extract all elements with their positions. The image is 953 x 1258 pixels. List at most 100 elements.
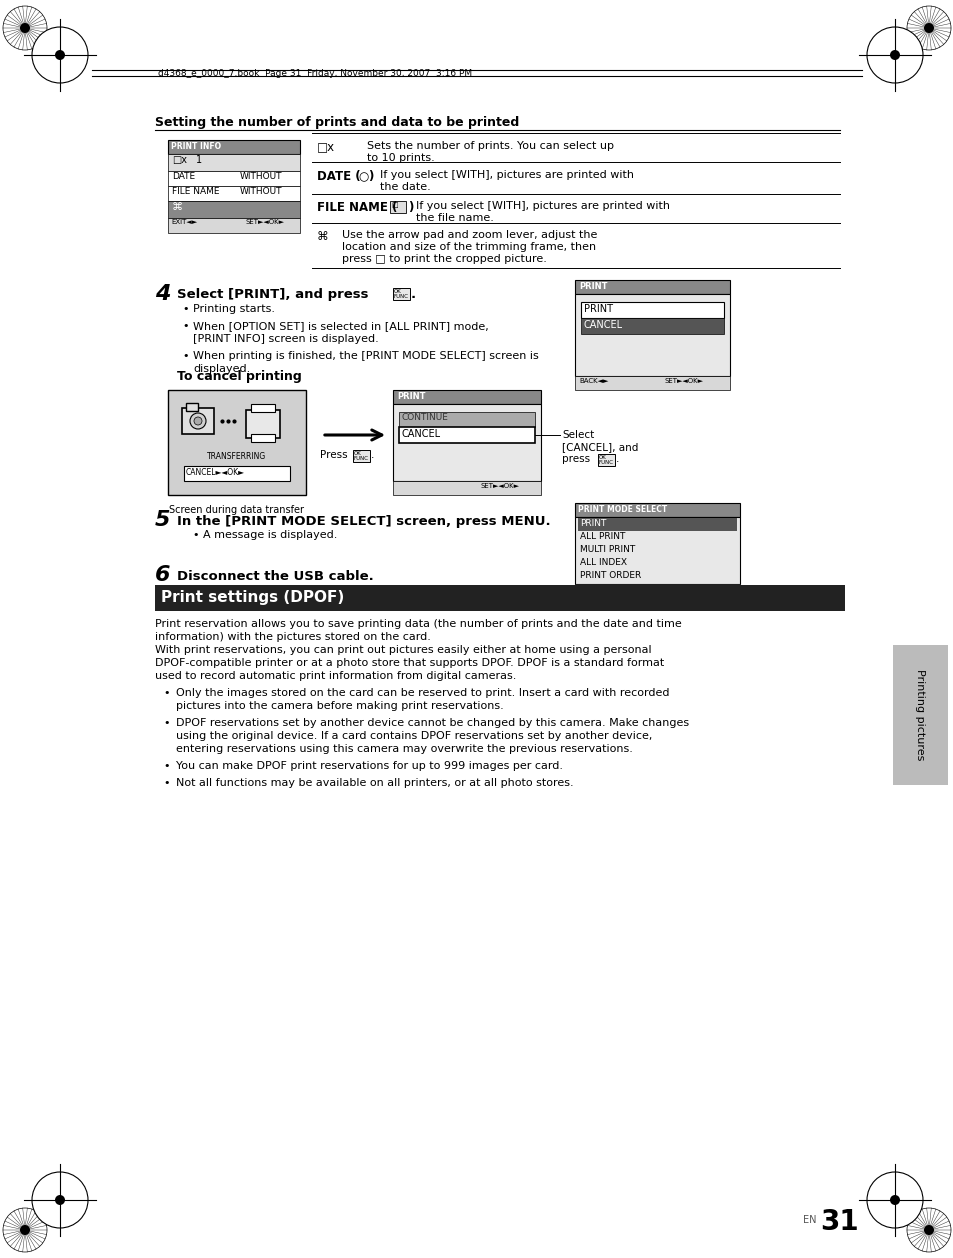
Text: Use the arrow pad and zoom lever, adjust the: Use the arrow pad and zoom lever, adjust… — [341, 230, 597, 240]
Text: ⌘: ⌘ — [316, 230, 329, 243]
Text: SET►◄OK►: SET►◄OK► — [682, 586, 721, 593]
Circle shape — [32, 26, 88, 83]
Text: Select [PRINT], and press: Select [PRINT], and press — [177, 288, 368, 301]
Bar — [154, 585, 844, 611]
Text: Not all functions may be available on all printers, or at all photo stores.: Not all functions may be available on al… — [175, 777, 573, 788]
Text: EXIT◄►: EXIT◄► — [578, 586, 603, 593]
Text: To cancel printing: To cancel printing — [177, 370, 301, 382]
Text: ⌘: ⌘ — [172, 203, 183, 213]
Bar — [892, 645, 947, 785]
Bar — [575, 584, 740, 598]
Text: •: • — [182, 351, 189, 361]
Circle shape — [923, 1225, 933, 1235]
Text: PRINT INFO: PRINT INFO — [171, 142, 221, 151]
Text: •: • — [163, 718, 170, 728]
FancyBboxPatch shape — [393, 288, 410, 301]
Text: Printing starts.: Printing starts. — [193, 304, 274, 314]
Text: SET►◄OK►: SET►◄OK► — [246, 219, 285, 225]
Bar — [578, 531, 737, 543]
Circle shape — [20, 23, 30, 33]
Bar — [168, 390, 306, 494]
Text: FILE NAME (: FILE NAME ( — [316, 201, 397, 214]
Text: 31: 31 — [820, 1208, 858, 1237]
Text: SET►◄OK►: SET►◄OK► — [480, 483, 519, 489]
Text: •: • — [163, 688, 170, 698]
FancyBboxPatch shape — [353, 449, 370, 462]
Bar — [168, 140, 299, 153]
Text: PRINT: PRINT — [396, 392, 425, 401]
Bar — [168, 171, 299, 186]
Bar — [575, 517, 740, 584]
Bar — [398, 426, 535, 443]
Text: Printing pictures: Printing pictures — [914, 669, 924, 761]
Text: entering reservations using this camera may overwrite the previous reservations.: entering reservations using this camera … — [175, 743, 632, 754]
Text: □x: □x — [172, 155, 187, 165]
Text: .: . — [411, 288, 416, 301]
Text: TRANSFERRING: TRANSFERRING — [207, 452, 266, 460]
Text: □x: □x — [316, 141, 335, 153]
Bar — [184, 465, 290, 481]
Text: OK
FUNC: OK FUNC — [354, 452, 369, 462]
Bar — [580, 318, 723, 335]
Text: pictures into the camera before making print reservations.: pictures into the camera before making p… — [175, 701, 503, 711]
Text: press: press — [561, 454, 590, 464]
Bar — [186, 403, 198, 411]
Text: WITHOUT: WITHOUT — [240, 187, 282, 196]
Text: OK
FUNC: OK FUNC — [394, 289, 409, 299]
Circle shape — [866, 1172, 923, 1228]
Text: Press: Press — [319, 450, 347, 460]
Text: [CANCEL], and: [CANCEL], and — [561, 442, 638, 452]
Text: PRINT: PRINT — [583, 304, 613, 314]
Text: .: . — [371, 450, 374, 460]
Bar — [168, 186, 299, 201]
Circle shape — [923, 23, 933, 33]
Text: used to record automatic print information from digital cameras.: used to record automatic print informati… — [154, 671, 516, 681]
Text: •: • — [163, 761, 170, 771]
Text: WITHOUT: WITHOUT — [240, 172, 282, 181]
Bar — [168, 201, 299, 218]
Bar — [578, 543, 737, 557]
Bar — [168, 153, 299, 171]
Text: BACK◄►: BACK◄► — [578, 377, 608, 384]
Text: •: • — [163, 777, 170, 788]
Circle shape — [55, 50, 65, 60]
Text: When printing is finished, the [PRINT MODE SELECT] screen is: When printing is finished, the [PRINT MO… — [193, 351, 538, 361]
Text: Screen during data transfer: Screen during data transfer — [170, 504, 304, 515]
Bar — [578, 557, 737, 570]
Text: If you select [WITH], pictures are printed with: If you select [WITH], pictures are print… — [379, 170, 634, 180]
Text: PRINT MODE SELECT: PRINT MODE SELECT — [578, 504, 666, 515]
Text: •: • — [182, 304, 189, 314]
Text: the date.: the date. — [379, 182, 431, 192]
Bar — [398, 413, 535, 426]
Text: •: • — [182, 321, 189, 331]
Bar — [575, 376, 729, 390]
Text: to 10 prints.: to 10 prints. — [367, 153, 435, 164]
Bar — [578, 570, 737, 582]
Text: information) with the pictures stored on the card.: information) with the pictures stored on… — [154, 632, 431, 642]
Text: PRINT: PRINT — [578, 282, 607, 291]
Bar — [575, 503, 740, 517]
Text: DPOF reservations set by another device cannot be changed by this camera. Make c: DPOF reservations set by another device … — [175, 718, 688, 728]
Circle shape — [32, 1172, 88, 1228]
Text: Select: Select — [561, 430, 594, 440]
Text: ○: ○ — [357, 170, 368, 182]
Text: Setting the number of prints and data to be printed: Setting the number of prints and data to… — [154, 116, 518, 130]
Bar — [575, 294, 729, 376]
Text: Disconnect the USB cable.: Disconnect the USB cable. — [177, 570, 374, 582]
Bar — [578, 518, 737, 531]
Text: ALL PRINT: ALL PRINT — [579, 532, 625, 541]
Text: PRINT: PRINT — [579, 520, 606, 528]
Bar — [246, 410, 280, 438]
Text: d4368_e_0000_7.book  Page 31  Friday, November 30, 2007  3:16 PM: d4368_e_0000_7.book Page 31 Friday, Nove… — [158, 68, 472, 78]
Bar — [182, 408, 213, 434]
Text: CANCEL: CANCEL — [583, 320, 622, 330]
Text: displayed.: displayed. — [193, 364, 250, 374]
Bar — [393, 390, 540, 404]
Text: ): ) — [368, 170, 373, 182]
Bar — [251, 404, 274, 413]
Bar — [393, 404, 540, 481]
Text: DATE: DATE — [172, 172, 195, 181]
Text: DATE (: DATE ( — [316, 170, 360, 182]
Text: OK
FUNC: OK FUNC — [598, 455, 614, 465]
Text: You can make DPOF print reservations for up to 999 images per card.: You can make DPOF print reservations for… — [175, 761, 562, 771]
